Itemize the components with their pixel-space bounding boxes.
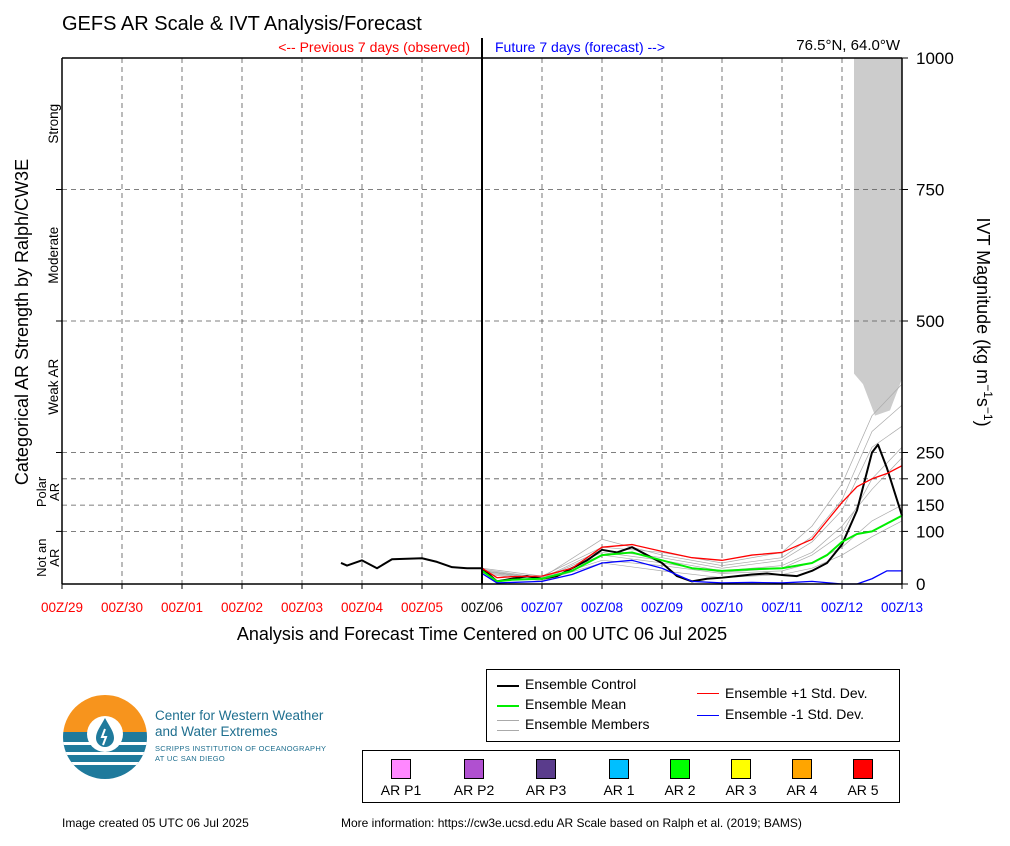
- ar-strength-category-label: Moderate: [46, 227, 61, 284]
- ar-category-swatch: [731, 759, 751, 779]
- image-created-text: Image created 05 UTC 06 Jul 2025: [62, 816, 249, 830]
- legend-mean-swatch: [497, 705, 519, 707]
- y-axis-label-left: Categorical AR Strength by Ralph/CW3E: [12, 159, 32, 485]
- y-tick-label: 0: [916, 575, 925, 594]
- legend-plus-std-label: Ensemble +1 Std. Dev.: [725, 685, 868, 701]
- x-tick-label: 00Z/10: [701, 600, 743, 615]
- x-tick-label: 00Z/03: [281, 600, 323, 615]
- legend-mean-label: Ensemble Mean: [525, 696, 627, 712]
- x-tick-label: 00Z/07: [521, 600, 563, 615]
- x-tick-label: 00Z/09: [641, 600, 683, 615]
- logo-line-4: AT UC SAN DIEGO: [155, 754, 226, 763]
- ar-category-swatch: [536, 759, 556, 779]
- legend-minus-std-swatch: [697, 715, 719, 716]
- x-tick-label: 00Z/08: [581, 600, 623, 615]
- y-axis-label-right: IVT Magnitude (kg m−1s−1): [973, 217, 995, 426]
- ar-strength-category-label: Weak AR: [46, 358, 61, 414]
- ar-strength-category-label: Polar: [34, 476, 49, 507]
- previous-days-label: <-- Previous 7 days (observed): [278, 39, 470, 55]
- ar-category-item: AR 2: [652, 759, 708, 798]
- ar-category-swatch: [792, 759, 812, 779]
- ar-strength-category-label: AR: [47, 549, 62, 567]
- x-tick-label: 00Z/02: [221, 600, 263, 615]
- y-tick-label: 150: [916, 496, 944, 515]
- ar-strength-category-label: Strong: [46, 104, 61, 144]
- ar-category-swatch: [391, 759, 411, 779]
- x-tick-label: 00Z/30: [101, 600, 143, 615]
- x-tick-label: 00Z/12: [821, 600, 863, 615]
- more-info-text: More information: https://cw3e.ucsd.edu …: [341, 816, 802, 830]
- ar-category-swatch: [609, 759, 629, 779]
- logo-line-1: Center for Western Weather: [155, 708, 324, 723]
- future-days-label: Future 7 days (forecast) -->: [495, 39, 665, 55]
- ar-category-swatch: [853, 759, 873, 779]
- x-tick-label: 00Z/04: [341, 600, 384, 615]
- legend-members-label: Ensemble Members: [525, 716, 650, 732]
- legend-control-swatch: [497, 685, 519, 687]
- x-axis-label: Analysis and Forecast Time Centered on 0…: [237, 624, 727, 644]
- logo-line-2: and Water Extremes: [155, 724, 278, 739]
- x-tick-label: 00Z/06: [461, 600, 503, 615]
- forecast-spread-region: [854, 58, 902, 416]
- x-tick-label: 00Z/01: [161, 600, 203, 615]
- y-tick-label: 250: [916, 444, 944, 463]
- ensemble-1-std-dev-line: [481, 465, 903, 579]
- ensemble-1-std-dev-line: [481, 559, 902, 585]
- ar-category-swatch: [670, 759, 690, 779]
- ensemble-member-line: [481, 404, 903, 579]
- cw3e-logo-icon: [63, 695, 147, 779]
- x-tick-label: 00Z/13: [881, 600, 923, 615]
- y-tick-label: 750: [916, 181, 944, 200]
- y-tick-label: 200: [916, 470, 944, 489]
- ar-strength-category-label: AR: [47, 483, 62, 501]
- legend-plus-std-swatch: [697, 693, 719, 694]
- ensemble-member-line: [481, 520, 903, 582]
- ensemble-mean-line: [481, 514, 903, 583]
- ensemble-member-line: [481, 383, 903, 577]
- ar-category-item: AR 4: [774, 759, 830, 798]
- x-tick-label: 00Z/05: [401, 600, 443, 615]
- ar-category-item: AR P1: [373, 759, 429, 798]
- ar-strength-category-label: Not an: [34, 539, 49, 577]
- ar-category-swatch: [464, 759, 484, 779]
- series-legend: Ensemble Control Ensemble Mean Ensemble …: [486, 669, 900, 742]
- ar-category-item: AR 1: [591, 759, 647, 798]
- legend-minus-std-label: Ensemble -1 Std. Dev.: [725, 706, 865, 722]
- logo-line-3: SCRIPPS INSTITUTION OF OCEANOGRAPHY: [155, 744, 327, 753]
- ensemble-control-line: [340, 443, 903, 583]
- y-tick-label: 1000: [916, 49, 954, 68]
- y-tick-label: 500: [916, 312, 944, 331]
- ar-category-legend: AR P1 AR P2 AR P3 AR 1 AR 2 AR 3 AR 4 AR…: [362, 750, 900, 803]
- location-label: 76.5°N, 64.0°W: [796, 37, 901, 54]
- legend-members-swatch: [497, 720, 519, 731]
- y-tick-label: 100: [916, 522, 944, 541]
- x-tick-label: 00Z/11: [761, 600, 802, 615]
- ar-category-item: AR P3: [518, 759, 574, 798]
- ar-category-item: AR 3: [713, 759, 769, 798]
- ar-category-item: AR P2: [446, 759, 502, 798]
- ar-category-item: AR 5: [835, 759, 891, 798]
- legend-control-label: Ensemble Control: [525, 676, 637, 692]
- ensemble-member-line: [481, 425, 903, 579]
- x-tick-label: 00Z/29: [41, 600, 83, 615]
- chart-title: GEFS AR Scale & IVT Analysis/Forecast: [62, 13, 422, 35]
